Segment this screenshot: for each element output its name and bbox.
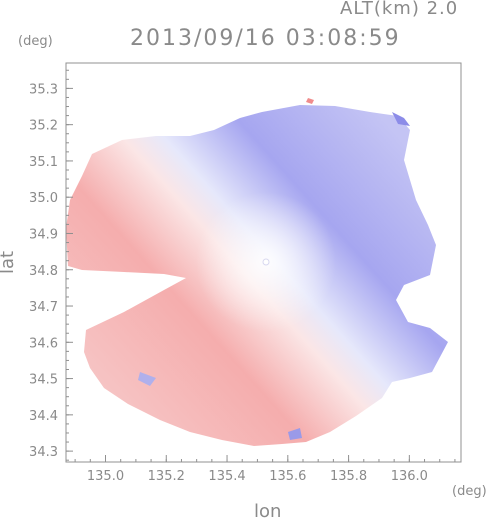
echo-speck xyxy=(392,112,410,126)
y-tick-label: 35.2 xyxy=(29,119,58,134)
radar-site-marker xyxy=(262,258,270,266)
chart-title: 2013/09/16 03:08:59 xyxy=(130,26,401,51)
velocity-field xyxy=(66,98,448,446)
x-axis-label: lon xyxy=(254,501,282,522)
plot-frame xyxy=(65,62,462,463)
x-tick-label: 135.0 xyxy=(87,469,124,484)
y-axis-ticks: 34.3 34.4 34.5 34.6 34.7 34.8 34.9 35.0 35.1 35.2… xyxy=(29,69,73,461)
x-tick-label: 135.6 xyxy=(269,469,306,484)
echo-speck xyxy=(306,98,314,104)
echo-speck xyxy=(288,428,302,440)
echo-speck xyxy=(138,372,156,386)
x-axis-ticks: 135.0 135.2 135.4 135.6 135.8 136.0 xyxy=(74,455,456,484)
y-tick-label: 35.0 xyxy=(29,191,58,206)
y-tick-label: 34.8 xyxy=(29,264,58,279)
y-tick-label: 35.1 xyxy=(29,155,58,170)
altitude-label: ALT(km) 2.0 xyxy=(340,0,459,19)
x-tick-label: 136.0 xyxy=(391,469,428,484)
x-unit-label: (deg) xyxy=(452,484,487,499)
y-tick-label: 34.6 xyxy=(29,336,58,351)
x-tick-label: 135.4 xyxy=(208,469,245,484)
x-tick-label: 135.8 xyxy=(330,469,367,484)
y-tick-label: 34.4 xyxy=(29,409,58,424)
y-tick-label: 34.5 xyxy=(29,373,58,388)
y-tick-label: 34.9 xyxy=(29,227,58,242)
y-unit-label: (deg) xyxy=(18,34,53,49)
y-tick-label: 34.7 xyxy=(29,300,58,315)
x-tick-label: 135.2 xyxy=(148,469,185,484)
y-tick-label: 35.3 xyxy=(29,82,58,97)
y-tick-label: 34.3 xyxy=(29,445,58,460)
